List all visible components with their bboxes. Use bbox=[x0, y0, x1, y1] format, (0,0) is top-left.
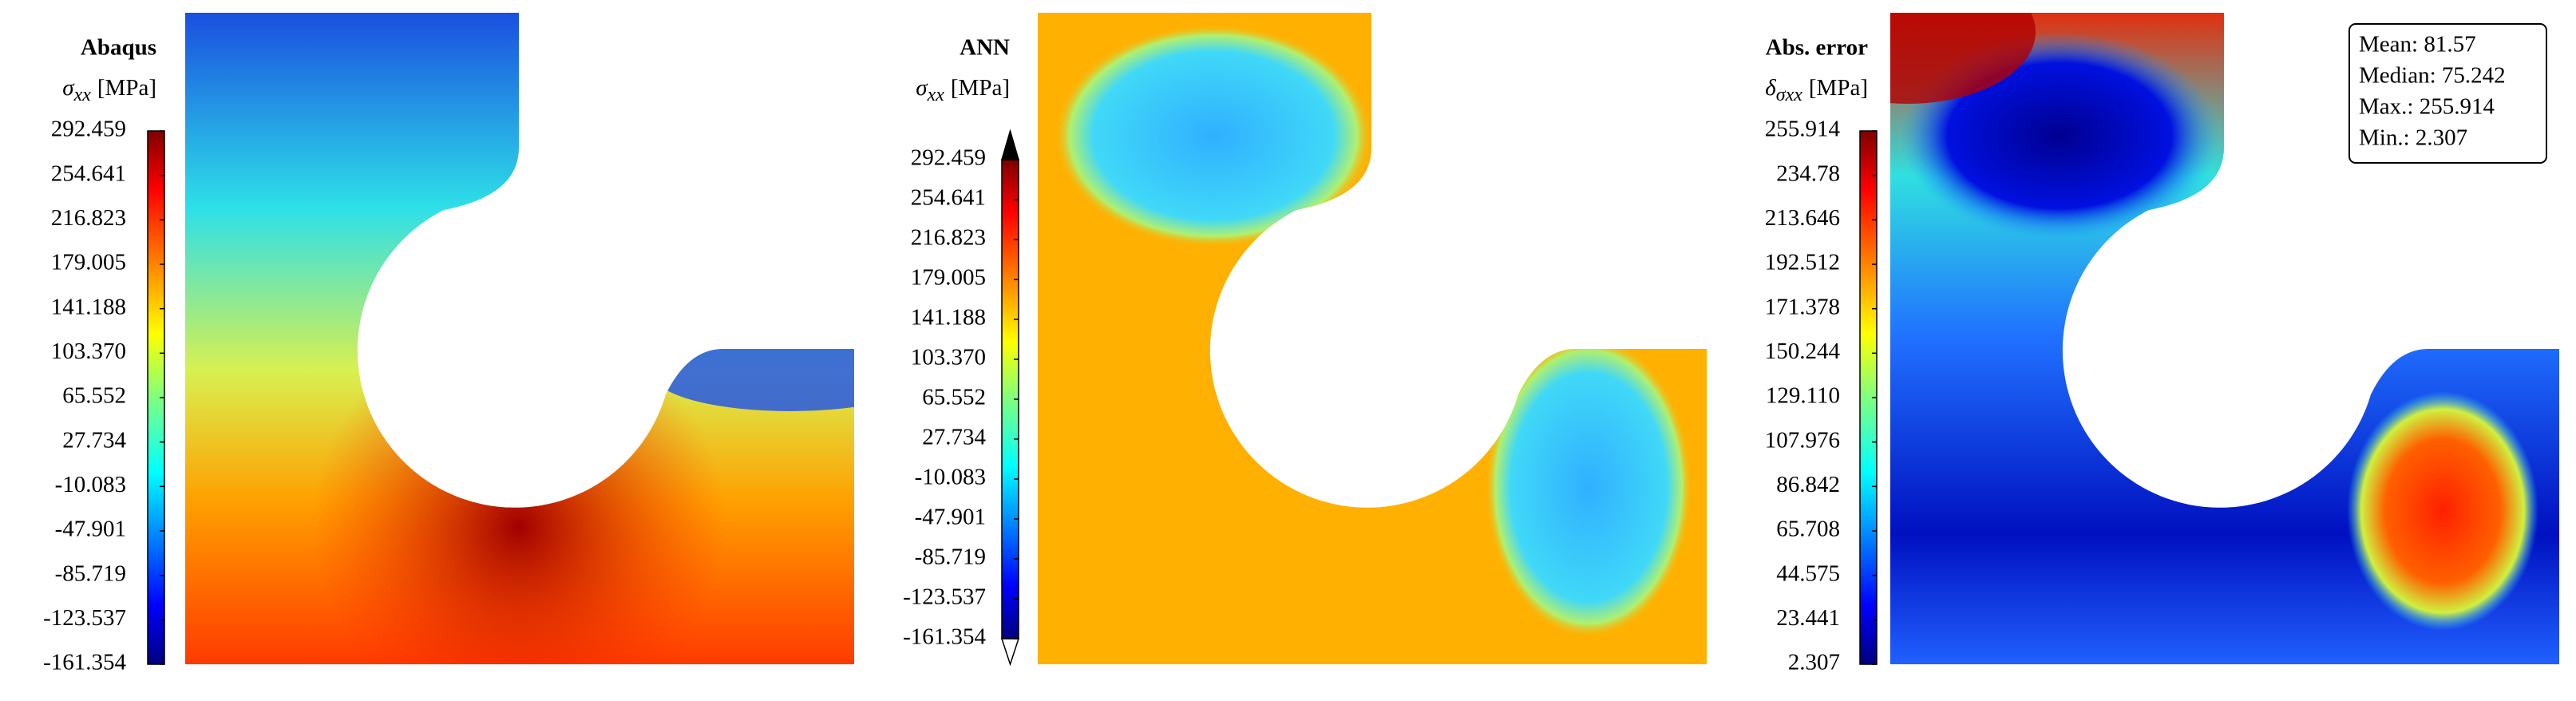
colorbar-tick-label: -85.719 bbox=[55, 560, 126, 586]
colorbar-tick-label: 216.823 bbox=[51, 205, 126, 231]
colorbar-tick-label: 292.459 bbox=[51, 117, 126, 142]
panel-title: Abaqus bbox=[81, 35, 156, 61]
colorbar-tick-label: 234.78 bbox=[1776, 160, 1840, 186]
colorbar-tick-label: -161.354 bbox=[903, 624, 986, 650]
panel-title: ANN bbox=[960, 35, 1010, 61]
colorbar-tick-label: 216.823 bbox=[911, 225, 986, 251]
quantity-subscript: xx bbox=[73, 85, 92, 105]
colorbar-tick-label: -161.354 bbox=[43, 650, 126, 675]
colorbar-tick-label: -47.901 bbox=[55, 517, 126, 542]
quantity-label: δσxx [MPa] bbox=[1765, 75, 1868, 105]
colorbar-tick-label: 213.646 bbox=[1765, 205, 1840, 231]
colorbar-tick-label: 141.188 bbox=[911, 305, 986, 331]
colorbar-tick-label: 254.641 bbox=[911, 185, 986, 211]
stats-entry: Min.: 2.307 bbox=[2359, 125, 2467, 151]
colorbar-tick-label: 150.244 bbox=[1765, 339, 1841, 364]
stats-entry: Median: 75.242 bbox=[2359, 63, 2506, 89]
colorbar-tick-label: 129.110 bbox=[1766, 383, 1840, 409]
stats-entry: Mean: 81.57 bbox=[2359, 32, 2476, 57]
colorbar-extension-top bbox=[1001, 129, 1019, 160]
quantity-unit: [MPa] bbox=[97, 75, 156, 101]
colorbar-tick-label: 255.914 bbox=[1765, 117, 1841, 142]
quantity-label: σxx [MPa] bbox=[62, 75, 156, 105]
colorbar-tick-label: 141.188 bbox=[51, 294, 126, 319]
colorbar-tick-label: 179.005 bbox=[51, 250, 126, 275]
quantity-symbol: σ bbox=[62, 75, 75, 101]
colorbar-tick-label: -10.083 bbox=[55, 472, 126, 497]
colorbar-tick-label: 65.708 bbox=[1776, 517, 1840, 542]
quantity-subscript: σxx bbox=[1776, 85, 1802, 105]
quantity-unit: [MPa] bbox=[951, 75, 1010, 101]
colorbar-tick-label: -10.083 bbox=[915, 465, 986, 490]
field-plot bbox=[1038, 13, 1707, 664]
colorbar-tick-label: 107.976 bbox=[1765, 427, 1840, 453]
colorbar-tick-label: 27.734 bbox=[62, 427, 126, 453]
quantity-subscript: xx bbox=[927, 85, 945, 105]
colorbar-tick-label: 192.512 bbox=[1765, 250, 1840, 275]
colorbar-tick-label: -85.719 bbox=[915, 545, 986, 570]
colorbar-tick-label: 171.378 bbox=[1765, 294, 1840, 319]
colorbar-tick-label: 65.552 bbox=[922, 385, 986, 410]
colorbar-tick-label: 103.370 bbox=[51, 339, 126, 364]
quantity-label: σxx [MPa] bbox=[916, 75, 1010, 105]
colorbar-tick-label: 65.552 bbox=[62, 383, 126, 409]
colorbar-tick-label: 179.005 bbox=[911, 265, 986, 291]
colorbar-tick-label: 2.307 bbox=[1788, 650, 1840, 675]
quantity-symbol: σ bbox=[916, 75, 928, 101]
colorbar-tick-label: -47.901 bbox=[915, 505, 986, 530]
colorbar-tick-label: -123.537 bbox=[903, 584, 986, 610]
colorbar-extension-bottom bbox=[1000, 638, 1020, 667]
quantity-symbol: δ bbox=[1765, 75, 1776, 101]
colorbar-tick-label: 103.370 bbox=[911, 345, 986, 370]
colorbar-tick-label: 44.575 bbox=[1776, 560, 1840, 586]
colorbar-tick-label: -123.537 bbox=[43, 605, 126, 631]
colorbar-tick-label: 23.441 bbox=[1776, 605, 1840, 631]
colorbar-tick-label: 86.842 bbox=[1776, 472, 1840, 497]
stats-entry: Max.: 255.914 bbox=[2359, 94, 2495, 120]
colorbar-tick-label: 292.459 bbox=[911, 145, 986, 171]
stats-box bbox=[2348, 23, 2547, 164]
field-plot bbox=[185, 13, 854, 664]
quantity-unit: [MPa] bbox=[1809, 75, 1868, 101]
panel-title: Abs. error bbox=[1766, 35, 1868, 61]
colorbar-tick-label: 27.734 bbox=[922, 425, 986, 450]
colorbar-tick-label: 254.641 bbox=[51, 160, 126, 186]
